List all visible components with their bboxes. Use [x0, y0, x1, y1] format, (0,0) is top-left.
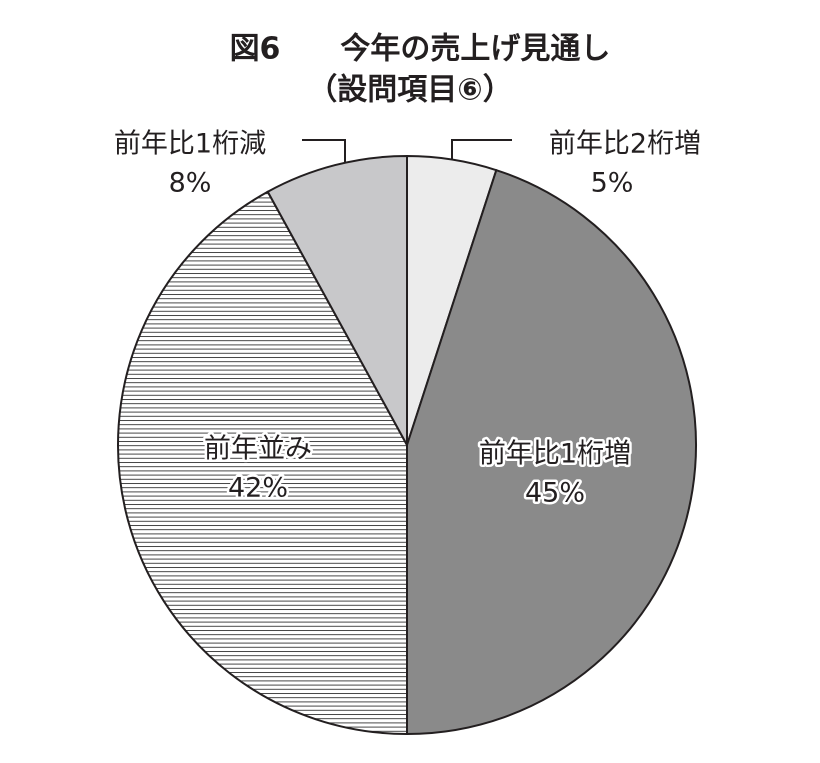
chart-subtitle: （設問項目⑥） [307, 73, 512, 108]
slice-label: 前年比1桁増 [479, 439, 631, 470]
value-label: 42% [228, 473, 288, 504]
value-label: 8% [169, 168, 212, 199]
pie-slice [266, 154, 408, 446]
slice-label: 前年比1桁減 [114, 129, 266, 160]
pie-slice [406, 168, 697, 736]
slice-label: 前年並み [204, 434, 312, 465]
slice-label: 前年比2桁増 [549, 129, 701, 160]
pie-slice [117, 190, 408, 736]
chart-title: 図6 今年の売上げ見通し [230, 32, 611, 67]
value-label: 5% [591, 168, 634, 199]
value-label: 45% [525, 478, 585, 509]
